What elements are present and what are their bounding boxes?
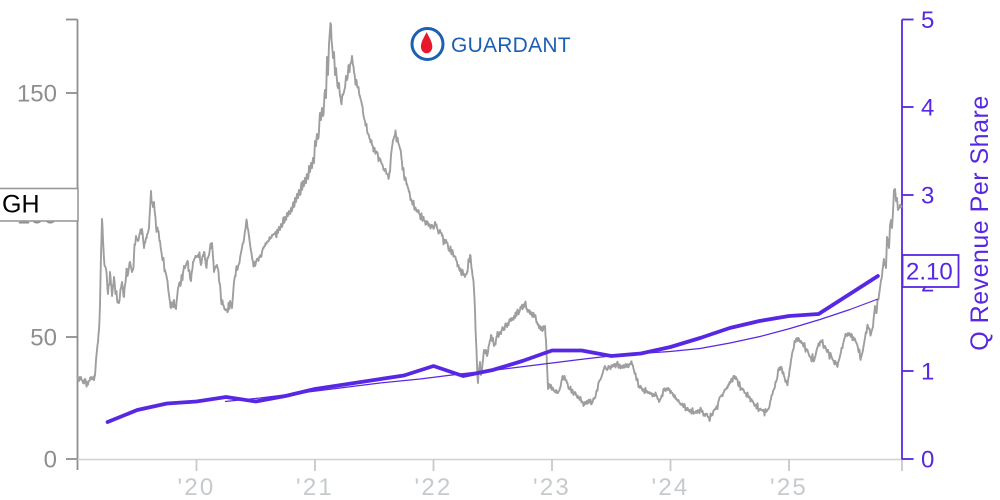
svg-text:2.10: 2.10 xyxy=(906,259,953,286)
svg-text:5: 5 xyxy=(921,7,934,34)
svg-text:0: 0 xyxy=(921,447,934,474)
svg-text:GUARDANT: GUARDANT xyxy=(451,34,571,57)
svg-text:1: 1 xyxy=(921,359,934,386)
svg-text:0: 0 xyxy=(44,447,57,474)
svg-text:50: 50 xyxy=(30,325,57,352)
svg-text:4: 4 xyxy=(921,95,934,122)
svg-text:'25: '25 xyxy=(770,474,808,500)
svg-text:Q Revenue Per Share: Q Revenue Per Share xyxy=(966,95,994,350)
svg-text:GH: GH xyxy=(2,191,40,219)
svg-text:'22: '22 xyxy=(415,474,453,500)
svg-text:'24: '24 xyxy=(652,474,690,500)
svg-text:'20: '20 xyxy=(178,474,216,500)
svg-text:150: 150 xyxy=(17,81,57,108)
svg-text:'23: '23 xyxy=(533,474,571,500)
svg-text:'21: '21 xyxy=(296,474,334,500)
svg-text:3: 3 xyxy=(921,183,934,210)
